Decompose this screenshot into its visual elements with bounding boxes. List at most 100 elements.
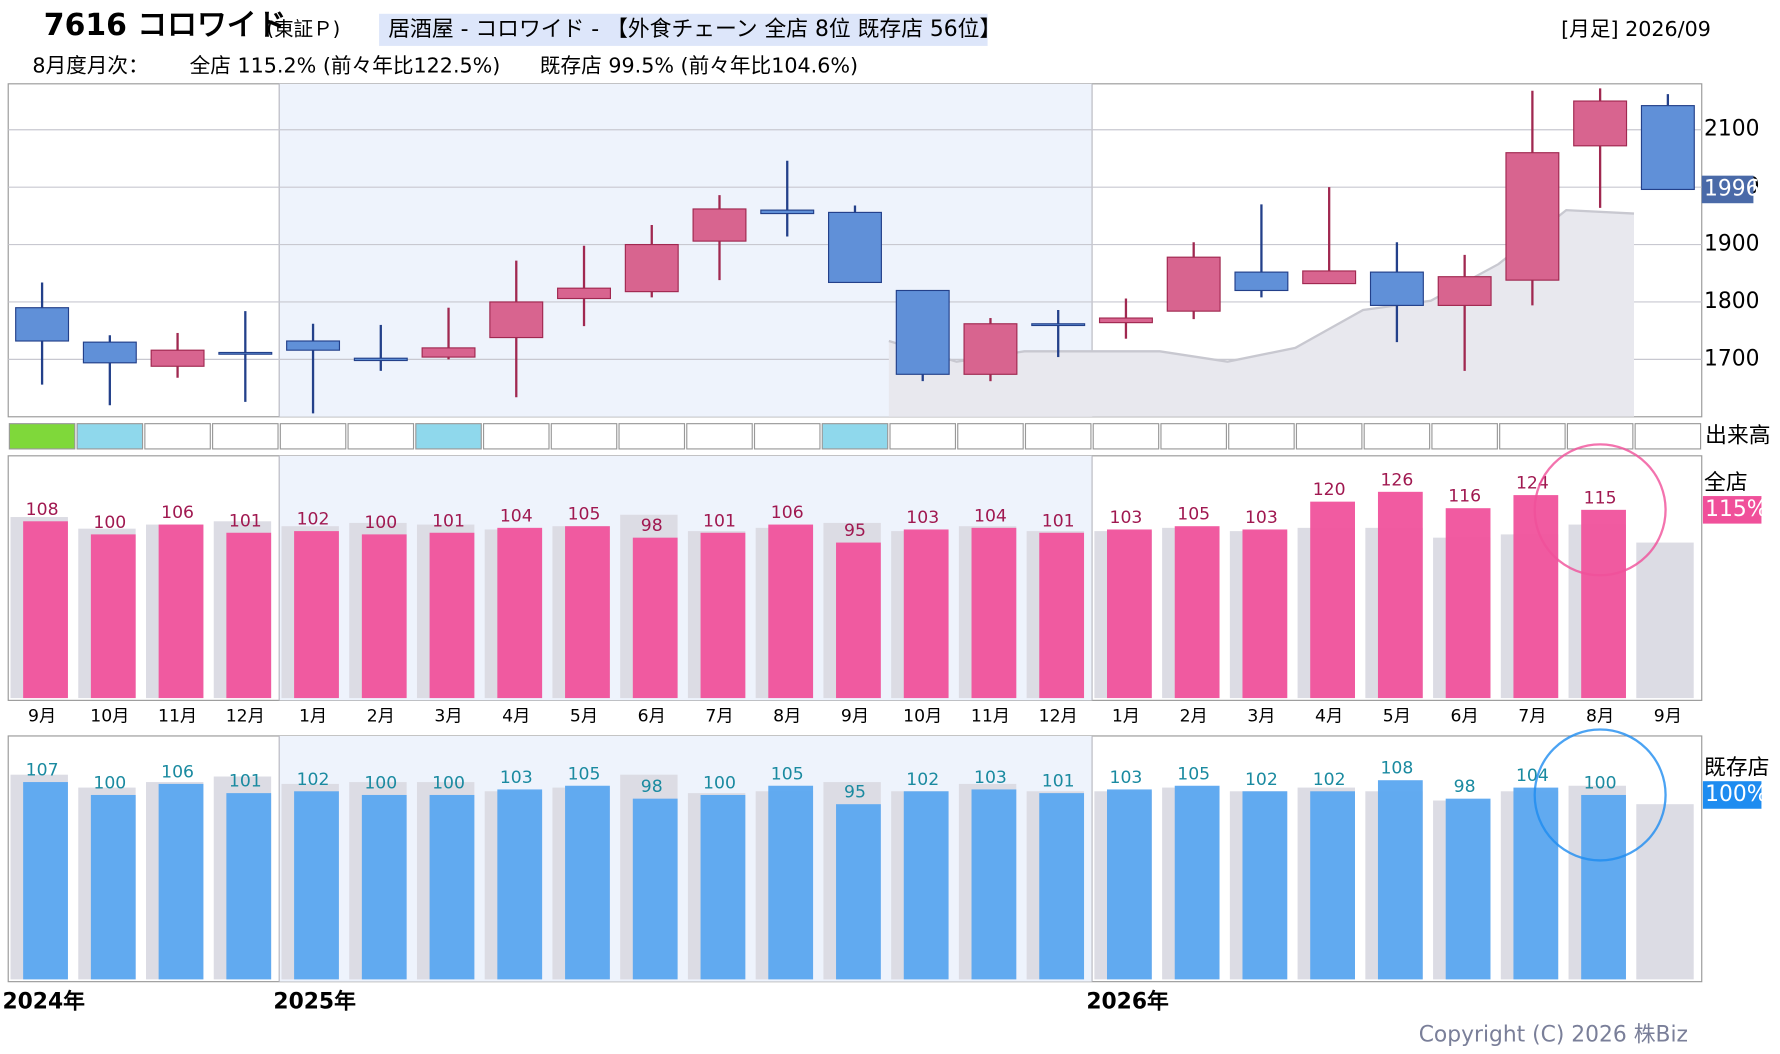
- copyright: Copyright (C) 2026 株Biz: [1419, 1023, 1688, 1048]
- volume-cell: [1295, 423, 1363, 450]
- value-label: 101: [703, 511, 736, 531]
- y-tick-label: 1900: [1704, 232, 1759, 257]
- value-label: 101: [432, 511, 465, 531]
- candle-body: [150, 349, 205, 367]
- volume-cell: [1092, 423, 1160, 450]
- value-label: 116: [1448, 487, 1481, 507]
- area: [888, 210, 1634, 417]
- bar: [903, 529, 949, 699]
- value-label: 100: [93, 513, 126, 533]
- year-label: 2025年: [273, 988, 356, 1014]
- bar: [836, 542, 881, 699]
- candle-body: [15, 307, 70, 342]
- candle-body: [218, 351, 273, 355]
- bar: [700, 794, 746, 980]
- value-label: 108: [1380, 759, 1413, 779]
- x-tick-label: 3月: [1247, 706, 1275, 726]
- volume-label: 出来高: [1705, 423, 1770, 448]
- bar: [497, 527, 543, 699]
- bar: [632, 537, 678, 699]
- industry-box: [379, 13, 988, 46]
- value-label: 103: [974, 768, 1007, 788]
- x-tick-label: 9月: [841, 706, 869, 726]
- bar: [294, 531, 339, 699]
- x-tick-label: 2月: [367, 706, 395, 726]
- bar: [429, 794, 475, 980]
- x-tick-label: 1月: [1112, 706, 1140, 726]
- last-price: 1996: [1704, 176, 1759, 201]
- value-label: 106: [161, 503, 194, 523]
- value-label: 103: [1110, 768, 1143, 788]
- volume-cell: [686, 423, 753, 450]
- bar: [1242, 791, 1288, 980]
- bar: [1581, 794, 1626, 980]
- x-tick-label: 5月: [1383, 706, 1411, 726]
- volume-cell: [1499, 423, 1566, 450]
- bar: [565, 526, 610, 699]
- volume-cell: [753, 423, 821, 450]
- x-tick-label: 4月: [1315, 706, 1343, 726]
- value-label: 105: [1177, 764, 1210, 784]
- bar: [1039, 532, 1085, 699]
- x-tick-label: 2月: [1180, 706, 1208, 726]
- candle-body: [1505, 152, 1560, 281]
- bar: [565, 785, 610, 980]
- value-label: 101: [229, 772, 262, 792]
- current-box: [1702, 496, 1762, 524]
- value-label: 105: [771, 764, 804, 784]
- industry: 居酒屋 - コロワイド - 【外食チェーン 全店 8位 既存店 56位】: [388, 17, 1001, 42]
- year-label: 2024年: [2, 988, 85, 1014]
- volume-cell: [1566, 423, 1634, 450]
- bar: [1039, 793, 1085, 980]
- x-tick-label: 9月: [1654, 706, 1682, 726]
- volume-cell: [618, 423, 686, 450]
- volume-cell: [347, 423, 415, 450]
- value-label: 126: [1380, 470, 1413, 490]
- bar: [23, 521, 68, 699]
- year-band: [279, 735, 1093, 982]
- value-label: 106: [161, 762, 194, 782]
- value-label: 100: [93, 773, 126, 793]
- bar: [1310, 791, 1355, 980]
- volume-cell: [1634, 423, 1702, 450]
- period: [月足] 2026/09: [1561, 17, 1711, 41]
- candle-body: [624, 243, 679, 293]
- volume-cell: [212, 423, 279, 450]
- bar: [90, 534, 136, 699]
- bar: [1581, 509, 1626, 699]
- x-tick-label: 7月: [1518, 706, 1546, 726]
- value-label: 98: [1454, 777, 1476, 797]
- volume-cell: [144, 423, 211, 450]
- value-label: 102: [1313, 770, 1346, 790]
- value-label: 103: [1110, 508, 1143, 528]
- value-label: 98: [641, 777, 663, 797]
- volume-cell: [1431, 423, 1498, 450]
- x-tick-label: 4月: [502, 706, 530, 726]
- value-label: 105: [1177, 505, 1210, 525]
- bar: [1513, 787, 1559, 980]
- bar: [429, 532, 475, 699]
- x-tick-label: 5月: [570, 706, 598, 726]
- bar: [23, 782, 68, 980]
- candle-body: [353, 357, 408, 362]
- year-band: [279, 455, 1093, 701]
- highlight-circle: [1533, 443, 1667, 577]
- x-tick-label: 11月: [971, 706, 1010, 726]
- bar: [971, 527, 1017, 699]
- candle-body: [1369, 271, 1424, 306]
- candle-body: [963, 323, 1018, 375]
- value-label: 103: [1245, 508, 1278, 528]
- market: (東証Ｐ): [267, 17, 341, 40]
- value-label: 100: [703, 773, 736, 793]
- value-label: 100: [1584, 773, 1617, 793]
- highlight-circle: [1533, 728, 1667, 862]
- volume-cell: [821, 423, 889, 450]
- bar: [361, 534, 407, 699]
- volume-cell: [889, 423, 957, 450]
- volume-cell: [76, 423, 144, 450]
- x-tick-label: 6月: [1451, 706, 1479, 726]
- monthly-label: 8月度月次：: [32, 54, 148, 78]
- value-label: 105: [568, 764, 601, 784]
- bar: [158, 783, 204, 980]
